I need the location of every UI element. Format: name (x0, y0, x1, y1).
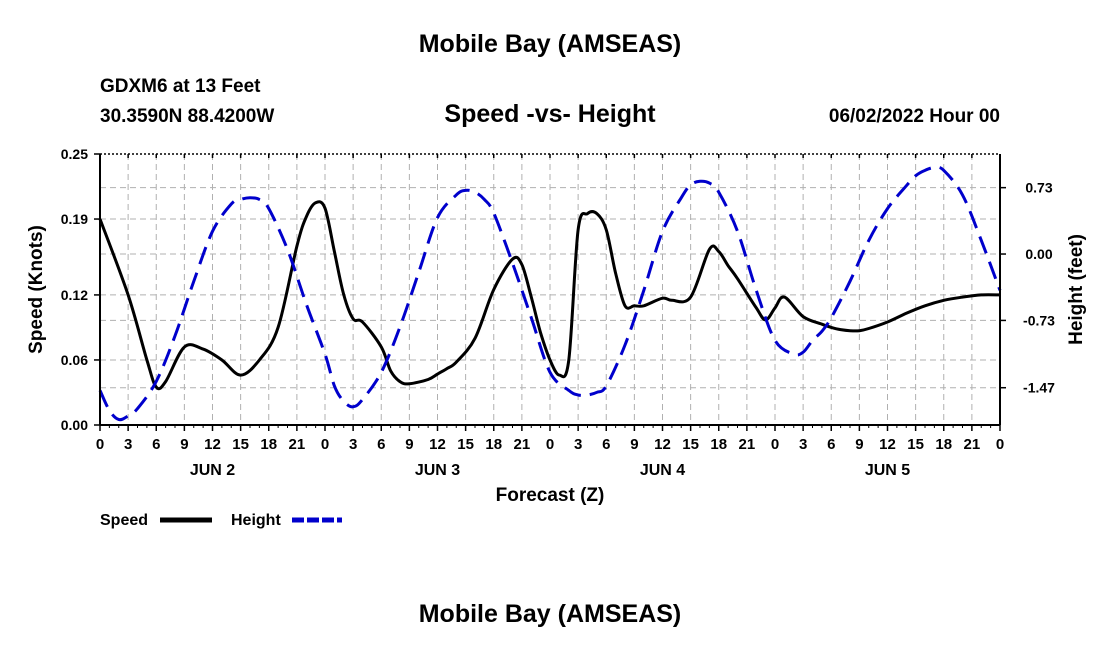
labels-layer: 0 3 6 9 12 15 18 21 0 3 6 9 12 15 18 21 0 3 6 9 12 15 18 21 0 3 6 9… (26, 146, 1087, 506)
x-tick-label: 0 (96, 436, 104, 453)
legend-label-height: Height (231, 512, 281, 529)
x-tick-label: 6 (602, 436, 610, 453)
y2-tick-label: 0.73 (1025, 180, 1052, 196)
y-tick-label: 0.12 (61, 287, 88, 303)
y2-tick-label: -1.47 (1023, 380, 1055, 396)
y2-tick-label: -0.73 (1023, 312, 1055, 328)
x-tick-label: 0 (771, 436, 779, 453)
x-tick-label: 15 (682, 436, 699, 453)
x-tick-label: 21 (739, 436, 756, 453)
x-tick-label: 3 (574, 436, 582, 453)
chart-subtitle: Speed -vs- Height (444, 100, 656, 128)
x-tick-label: 12 (654, 436, 671, 453)
y-tick-label: 0.25 (61, 146, 88, 162)
x-tick-label: 6 (827, 436, 835, 453)
grid-layer (100, 154, 1000, 425)
x-tick-label: 21 (964, 436, 981, 453)
x-tick-label: 0 (321, 436, 329, 453)
x-tick-label: 12 (204, 436, 221, 453)
day-label: JUN 5 (865, 462, 910, 479)
y-tick-label: 0.00 (61, 417, 88, 433)
x-tick-label: 9 (180, 436, 188, 453)
legend: Speed Height (100, 512, 342, 529)
x-tick-label: 15 (232, 436, 249, 453)
x-tick-label: 12 (429, 436, 446, 453)
x-tick-label: 9 (405, 436, 413, 453)
day-label: JUN 2 (190, 462, 235, 479)
y2-tick-label: 0.00 (1025, 246, 1052, 262)
x-tick-label: 6 (377, 436, 385, 453)
y-tick-label: 0.19 (61, 211, 88, 227)
y2-axis-title: Height (feet) (1066, 234, 1087, 345)
x-tick-label: 18 (710, 436, 727, 453)
x-tick-label: 12 (879, 436, 896, 453)
forecast-datetime: 06/02/2022 Hour 00 (828, 106, 1000, 127)
x-tick-label: 3 (124, 436, 132, 453)
x-tick-label: 18 (485, 436, 502, 453)
x-tick-label: 0 (546, 436, 554, 453)
main-title: Mobile Bay (AMSEAS) (418, 30, 682, 58)
x-tick-label: 9 (630, 436, 638, 453)
x-tick-label: 18 (260, 436, 277, 453)
coordinates-label: 30.3590N 88.4200W (100, 106, 275, 127)
footer-title: Mobile Bay (AMSEAS) (418, 600, 682, 628)
day-label: JUN 4 (640, 462, 685, 479)
y-axis-title: Speed (Knots) (26, 225, 47, 354)
x-tick-label: 3 (799, 436, 807, 453)
station-label: GDXM6 at 13 Feet (100, 76, 261, 97)
x-tick-label: 21 (289, 436, 306, 453)
legend-label-speed: Speed (100, 512, 148, 529)
series-layer (98, 165, 1002, 422)
x-axis-title: Forecast (Z) (496, 485, 605, 506)
x-tick-label: 15 (907, 436, 924, 453)
y-tick-label: 0.06 (61, 352, 88, 368)
series-line-height (98, 165, 1002, 422)
x-tick-label: 0 (996, 436, 1004, 453)
x-tick-label: 21 (514, 436, 531, 453)
x-tick-label: 6 (152, 436, 160, 453)
x-tick-label: 9 (855, 436, 863, 453)
day-label: JUN 3 (415, 462, 460, 479)
axes-layer (94, 153, 1006, 431)
x-tick-label: 18 (935, 436, 952, 453)
x-tick-label: 15 (457, 436, 474, 453)
x-tick-label: 3 (349, 436, 357, 453)
